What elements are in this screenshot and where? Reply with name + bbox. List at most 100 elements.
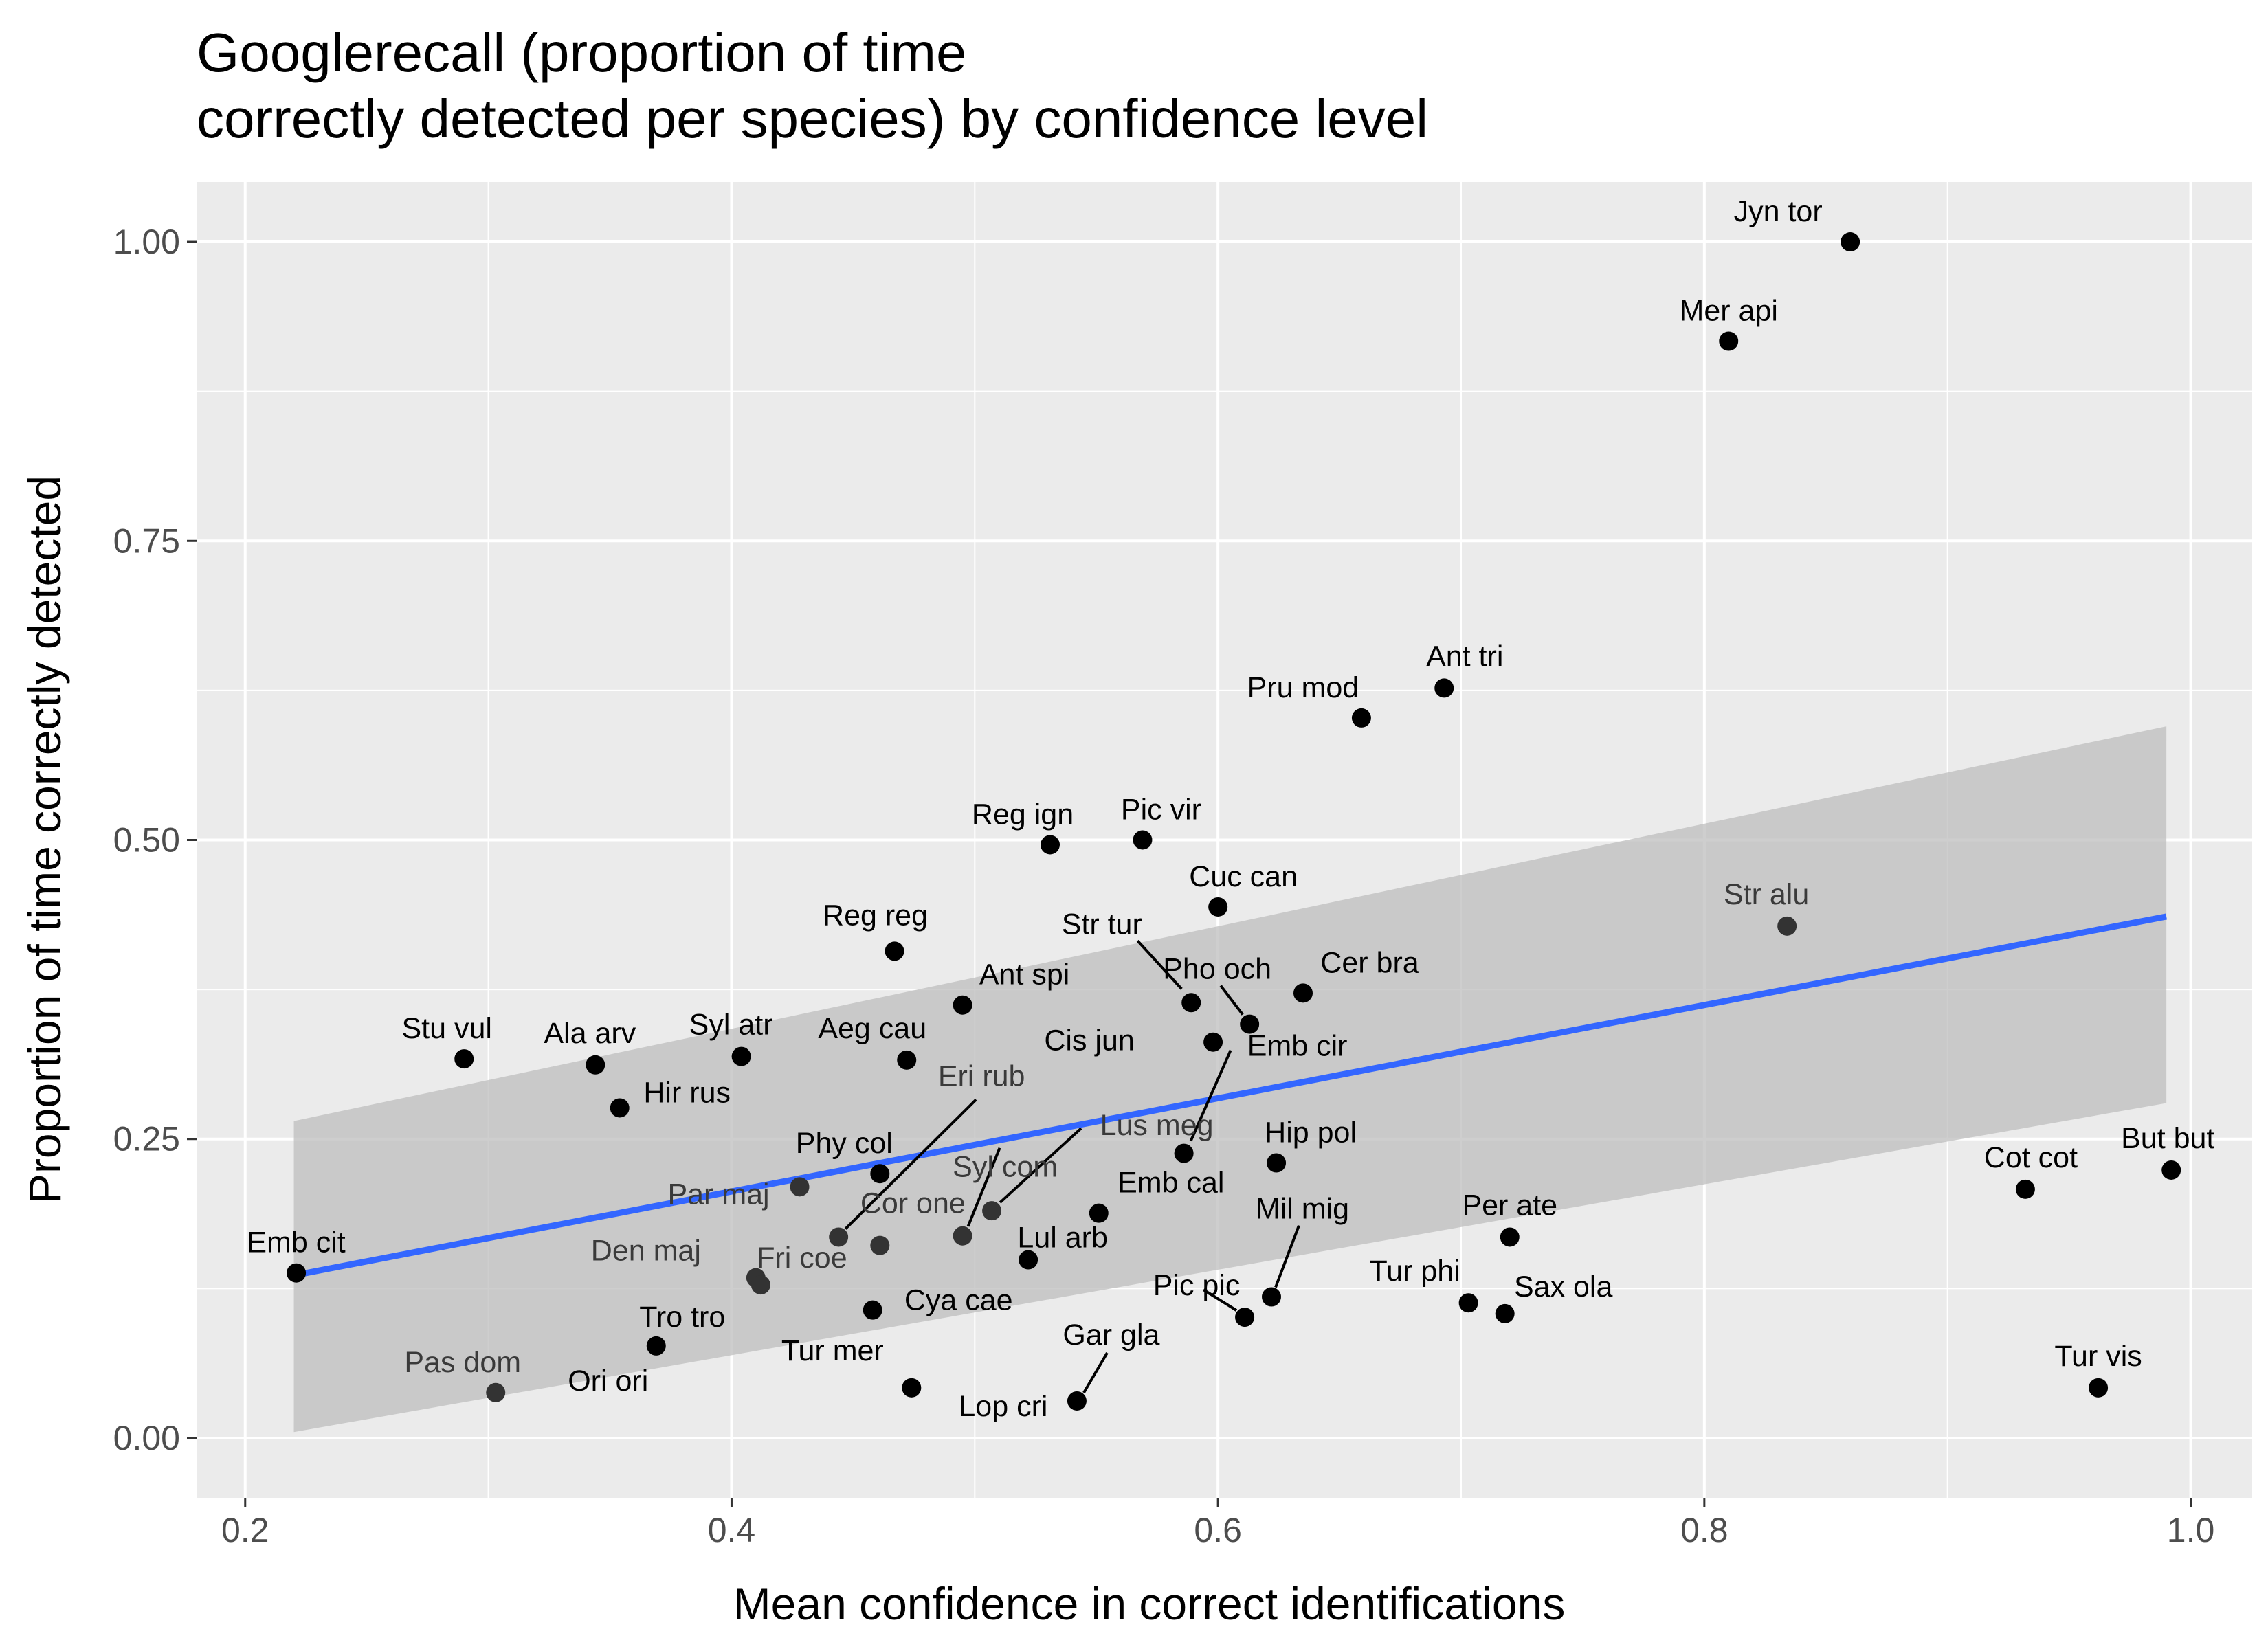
trend-line <box>293 913 2168 1279</box>
x-tick-label: 1.0 <box>2167 1511 2215 1549</box>
point-ala-arv <box>586 1055 605 1075</box>
point-ant-tri <box>1434 678 1454 698</box>
point-pas-dom <box>486 1382 506 1402</box>
point-pru-mod <box>1351 708 1371 728</box>
point-pic-vir <box>1133 830 1153 850</box>
label-pas-dom: Pas dom <box>404 1346 521 1379</box>
label-ant-spi: Ant spi <box>979 958 1069 991</box>
point-reg-ign <box>1041 835 1060 855</box>
point-str-tur <box>1181 993 1201 1013</box>
chart-title-line-1: Googlerecall (proportion of time <box>197 22 967 83</box>
y-tick-label: 0.25 <box>113 1120 180 1158</box>
y-axis-title: Proportion of time correctly detected <box>19 475 70 1204</box>
leader-lus-meg <box>999 1127 1082 1204</box>
point-cot-cot <box>2015 1179 2035 1199</box>
x-tick-label: 0.6 <box>1194 1511 1242 1549</box>
label-ala-arv: Ala arv <box>544 1017 636 1050</box>
point-cis-jun <box>1203 1032 1223 1052</box>
label-mil-mig: Mil mig <box>1256 1193 1349 1226</box>
point-mer-api <box>1719 331 1739 351</box>
point-ant-spi <box>953 995 972 1015</box>
point-eri-rub <box>829 1227 849 1247</box>
label-syl-com: Syl com <box>953 1151 1058 1184</box>
label-str-alu: Str alu <box>1724 878 1809 911</box>
label-pic-pic: Pic pic <box>1153 1269 1241 1302</box>
point-cya-cae <box>863 1300 882 1320</box>
point-tur-mer <box>902 1378 922 1398</box>
data-points <box>287 232 2181 1411</box>
label-hir-rus: Hir rus <box>643 1076 731 1109</box>
label-per-ate: Per ate <box>1462 1189 1557 1222</box>
point-fri-coe <box>751 1275 770 1295</box>
point-str-alu <box>1777 916 1797 936</box>
x-tick-label: 0.8 <box>1680 1511 1728 1549</box>
y-axis: 0.00 0.25 0.50 0.75 1.00 <box>113 223 197 1457</box>
point-syl-atr <box>731 1046 751 1066</box>
label-emb-cit: Emb cit <box>247 1226 345 1259</box>
point-tur-vis <box>2089 1378 2109 1398</box>
y-tick-label: 1.00 <box>113 223 180 261</box>
label-cya-cae: Cya cae <box>904 1284 1013 1317</box>
x-tick-label: 0.4 <box>708 1511 756 1549</box>
leader-str-tur <box>1136 939 1183 990</box>
label-pru-mod: Pru mod <box>1247 671 1359 704</box>
point-per-ate <box>1500 1227 1520 1247</box>
x-axis: 0.2 0.4 0.6 0.8 1.0 <box>221 1498 2214 1549</box>
point-phy-col <box>870 1164 890 1184</box>
label-tur-phi: Tur phi <box>1369 1255 1460 1288</box>
y-tick-label: 0.00 <box>113 1419 180 1457</box>
point-emb-cir <box>1174 1143 1194 1163</box>
x-tick-label: 0.2 <box>221 1511 269 1549</box>
leader-mil-mig <box>1274 1224 1300 1288</box>
label-cis-jun: Cis jun <box>1044 1024 1134 1057</box>
point-syl-com <box>953 1226 972 1246</box>
label-reg-ign: Reg ign <box>972 798 1074 831</box>
label-gar-gla: Gar gla <box>1063 1319 1159 1351</box>
point-aeg-cau <box>897 1050 917 1070</box>
point-pic-pic <box>1235 1308 1255 1327</box>
point-hip-pol <box>1267 1153 1287 1173</box>
point-mil-mig <box>1262 1287 1281 1307</box>
trend-line-group <box>293 913 2168 1279</box>
point-stu-vul <box>454 1049 474 1069</box>
y-tick-label: 0.75 <box>113 521 180 560</box>
point-emb-cal <box>1089 1203 1109 1223</box>
point-lul-arb <box>1019 1250 1038 1270</box>
label-but-but: But but <box>2121 1122 2214 1155</box>
y-tick-label: 0.50 <box>113 821 180 860</box>
chart-title-line-2: correctly detected per species) by confi… <box>197 88 1428 149</box>
label-stu-vul: Stu vul <box>401 1012 491 1045</box>
label-ori-ori: Ori ori <box>568 1365 648 1398</box>
label-cot-cot: Cot cot <box>1984 1141 2078 1174</box>
point-cer-bra <box>1293 983 1313 1003</box>
point-tur-phi <box>1458 1293 1478 1313</box>
label-reg-reg: Reg reg <box>823 899 928 932</box>
label-cuc-can: Cuc can <box>1189 860 1298 893</box>
leader-pho-och <box>1219 985 1244 1016</box>
point-gar-gla <box>1067 1391 1087 1411</box>
point-cuc-can <box>1208 897 1228 917</box>
label-tur-vis: Tur vis <box>2054 1340 2142 1373</box>
point-labels: Jyn tor Mer api Ant tri Pru mod Reg ign Pic v… <box>247 195 2214 1423</box>
label-lul-arb: Lul arb <box>1017 1222 1107 1255</box>
point-sax-ola <box>1495 1303 1515 1323</box>
label-lus-meg: Lus meg <box>1100 1109 1214 1142</box>
label-syl-atr: Syl atr <box>689 1009 773 1042</box>
leader-pic-pic <box>1203 1288 1238 1312</box>
point-pho-och <box>1240 1014 1260 1034</box>
label-den-maj: Den maj <box>591 1235 701 1268</box>
label-sax-ola: Sax ola <box>1514 1270 1613 1303</box>
label-par-maj: Par maj <box>667 1178 769 1211</box>
label-ant-tri: Ant tri <box>1426 640 1503 673</box>
point-reg-reg <box>885 941 904 961</box>
x-axis-title: Mean confidence in correct identificatio… <box>733 1578 1566 1629</box>
point-cor-one <box>870 1235 890 1255</box>
point-but-but <box>2161 1160 2181 1180</box>
label-emb-cir: Emb cir <box>1247 1030 1348 1063</box>
label-phy-col: Phy col <box>796 1127 893 1160</box>
label-leader-lines <box>844 939 1300 1393</box>
label-pic-vir: Pic vir <box>1121 794 1201 827</box>
label-pho-och: Pho och <box>1163 953 1271 986</box>
point-tro-tro <box>646 1336 666 1356</box>
